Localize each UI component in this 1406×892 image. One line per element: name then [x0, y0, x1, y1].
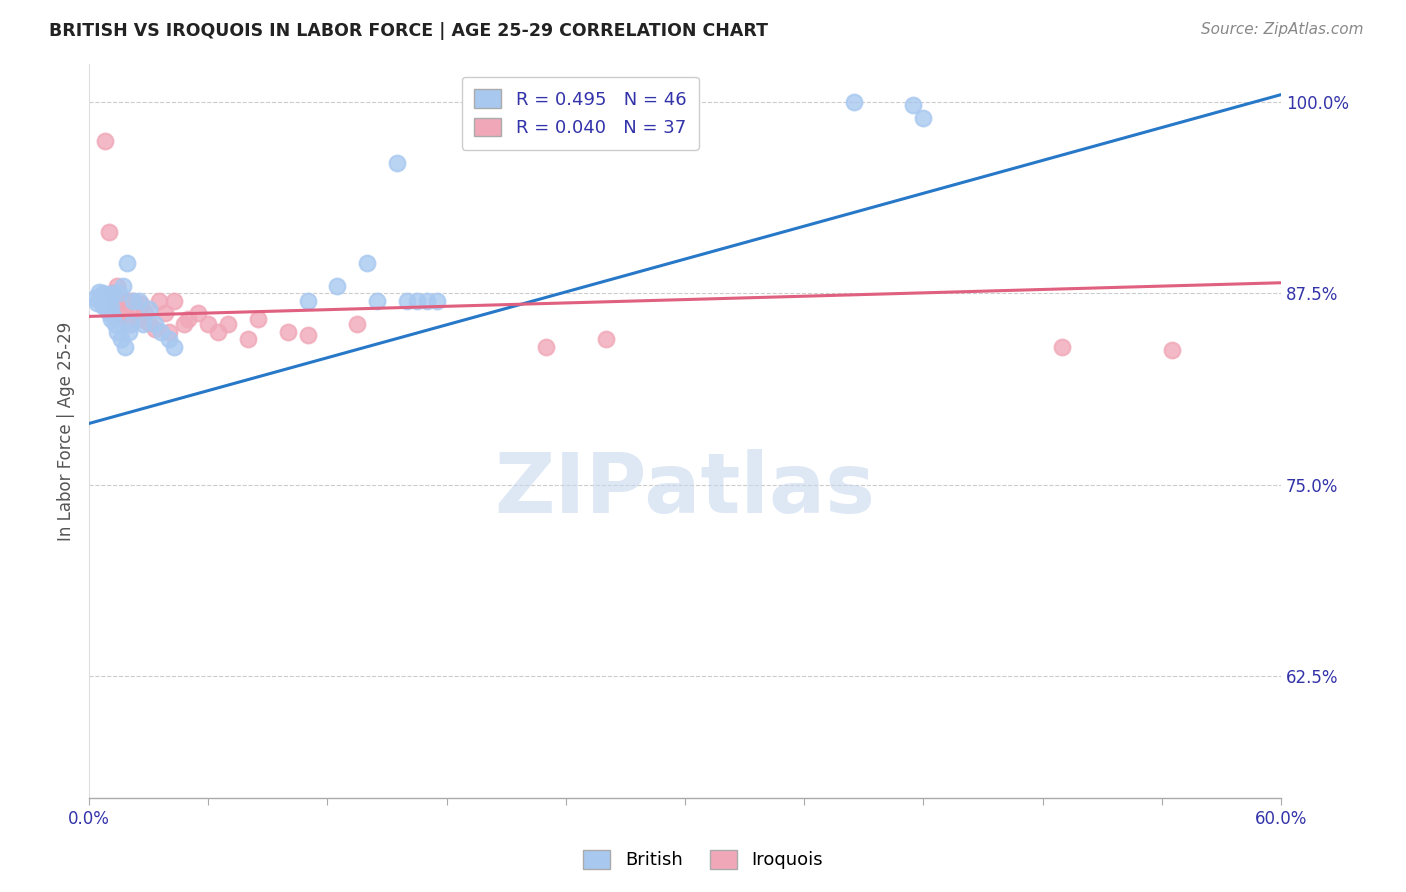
Point — [134, 306, 156, 320]
Point — [405, 294, 427, 309]
Point — [912, 111, 935, 125]
Text: ZIPatlas: ZIPatlas — [495, 450, 876, 531]
Point — [101, 310, 124, 324]
Point — [148, 294, 170, 309]
Text: Source: ZipAtlas.com: Source: ZipAtlas.com — [1201, 22, 1364, 37]
Point — [96, 301, 118, 316]
Point — [128, 294, 150, 309]
Point — [111, 294, 134, 309]
Point — [84, 291, 107, 305]
Point — [326, 278, 349, 293]
Point — [177, 312, 200, 326]
Point — [120, 317, 142, 331]
Point — [187, 306, 209, 320]
Point — [346, 317, 368, 331]
Point — [110, 310, 132, 324]
Point — [104, 297, 127, 311]
Point — [534, 340, 557, 354]
Point — [97, 294, 120, 309]
Point — [173, 317, 195, 331]
Point — [105, 325, 128, 339]
Point — [91, 286, 114, 301]
Point — [143, 321, 166, 335]
Point — [903, 98, 925, 112]
Point — [90, 289, 112, 303]
Point — [121, 294, 143, 309]
Legend: British, Iroquois: British, Iroquois — [574, 841, 832, 879]
Point — [100, 300, 122, 314]
Point — [94, 297, 117, 311]
Point — [115, 256, 138, 270]
Point — [163, 294, 186, 309]
Point — [101, 286, 124, 301]
Point — [90, 294, 112, 309]
Point — [297, 327, 319, 342]
Point — [395, 294, 418, 309]
Point — [157, 325, 180, 339]
Point — [842, 95, 865, 110]
Point — [104, 317, 127, 331]
Point — [197, 317, 219, 331]
Point — [118, 317, 141, 331]
Point — [96, 288, 118, 302]
Point — [86, 295, 108, 310]
Point — [110, 332, 132, 346]
Point — [91, 299, 114, 313]
Point — [100, 312, 122, 326]
Point — [101, 286, 124, 301]
Point — [138, 301, 160, 316]
Point — [277, 325, 299, 339]
Point — [595, 332, 617, 346]
Legend: R = 0.495   N = 46, R = 0.040   N = 37: R = 0.495 N = 46, R = 0.040 N = 37 — [461, 77, 699, 150]
Point — [163, 340, 186, 354]
Point — [111, 278, 134, 293]
Point — [366, 294, 388, 309]
Point — [125, 306, 148, 320]
Point — [217, 317, 239, 331]
Point — [149, 325, 172, 339]
Point — [207, 325, 229, 339]
Point — [1160, 343, 1182, 357]
Point — [118, 294, 141, 309]
Point — [94, 134, 117, 148]
Point — [131, 317, 153, 331]
Point — [97, 306, 120, 320]
Point — [87, 285, 110, 299]
Point — [157, 332, 180, 346]
Text: BRITISH VS IROQUOIS IN LABOR FORCE | AGE 25-29 CORRELATION CHART: BRITISH VS IROQUOIS IN LABOR FORCE | AGE… — [49, 22, 768, 40]
Point — [121, 294, 143, 309]
Point — [94, 293, 117, 307]
Point — [108, 286, 131, 301]
Point — [118, 325, 141, 339]
Point — [416, 294, 439, 309]
Point — [426, 294, 449, 309]
Point — [97, 225, 120, 239]
Point — [385, 156, 408, 170]
Point — [114, 340, 136, 354]
Point — [143, 317, 166, 331]
Y-axis label: In Labor Force | Age 25-29: In Labor Force | Age 25-29 — [58, 321, 75, 541]
Point — [297, 294, 319, 309]
Point — [236, 332, 259, 346]
Point — [128, 312, 150, 326]
Point — [138, 316, 160, 330]
Point — [129, 297, 152, 311]
Point — [105, 278, 128, 293]
Point — [246, 312, 269, 326]
Point — [153, 306, 176, 320]
Point — [356, 256, 378, 270]
Point — [1052, 340, 1074, 354]
Point — [108, 294, 131, 309]
Point — [114, 306, 136, 320]
